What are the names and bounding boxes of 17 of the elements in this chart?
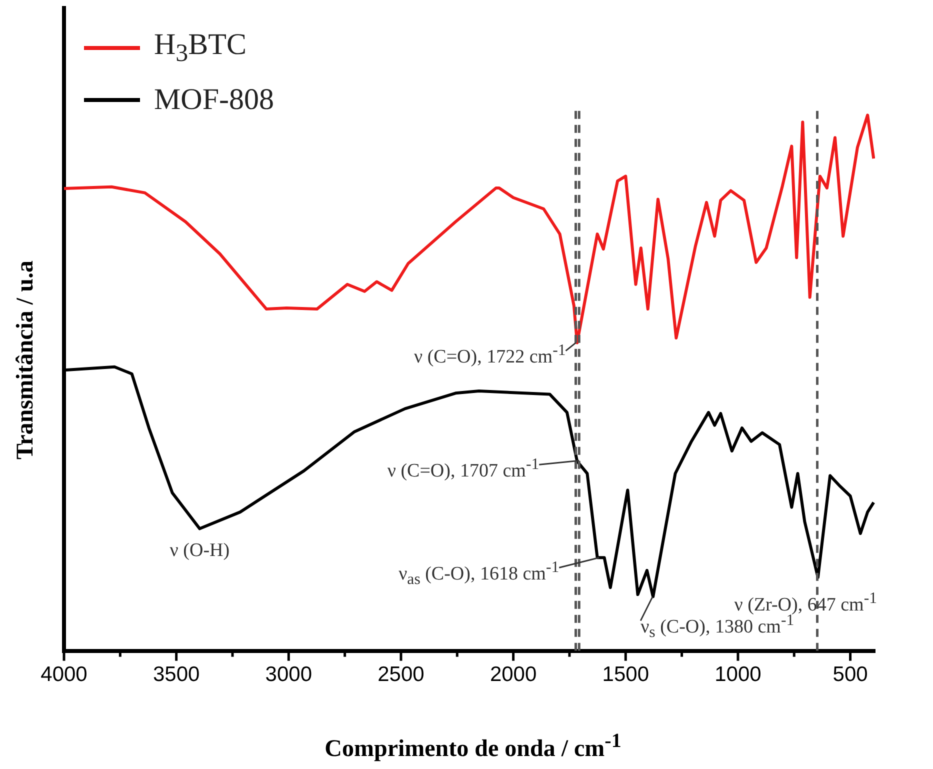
x-tick-label: 2000 <box>490 663 537 686</box>
x-tick-label: 2500 <box>378 663 424 686</box>
x-tick-label: 3500 <box>152 663 200 686</box>
x-axis-title: Comprimento de onda / cm$^{-1}$ <box>324 730 622 763</box>
legend-label: H$_{3}$BTC <box>154 28 247 68</box>
annotation: ν (C=O), 1707 cm$^{-1}$ <box>387 454 540 483</box>
annotation: ν (C=O), 1722 cm$^{-1}$ <box>414 340 566 370</box>
annotation: ν (O-H) <box>170 538 230 563</box>
annotation: ν (Zr-O), 647 cm$^{-1}$ <box>734 589 877 616</box>
x-tick-label: 1500 <box>602 663 649 686</box>
x-tick-label: 4000 <box>40 663 88 686</box>
legend-label: MOF-808 <box>154 83 274 117</box>
y-axis-title: Transmitância / u.a <box>12 260 40 460</box>
x-tick-label: 3000 <box>265 663 312 686</box>
annotation: ν$_{as}$ (C-O), 1618 cm$^{-1}$ <box>398 558 560 590</box>
x-tick-label: 500 <box>832 663 868 686</box>
x-tick-label: 1000 <box>714 663 762 686</box>
